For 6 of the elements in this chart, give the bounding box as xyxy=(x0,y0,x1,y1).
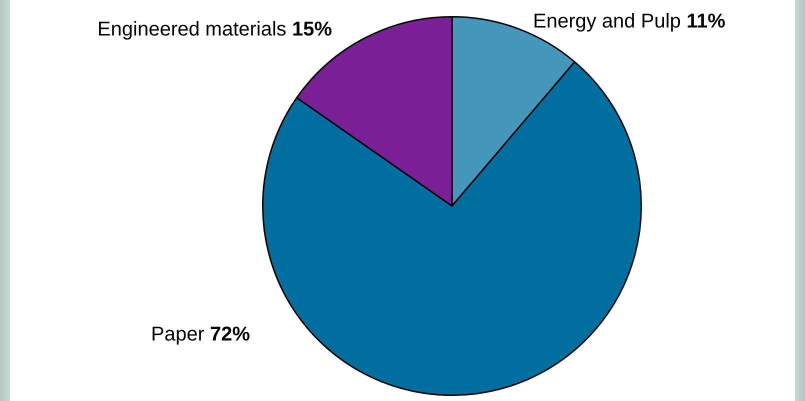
slice-label: Engineered materials xyxy=(97,18,292,41)
data-label: 72% xyxy=(210,324,250,346)
data-label: 15% xyxy=(292,18,332,41)
slice-label: Energy and Pulp xyxy=(533,10,686,33)
data-label: 11% xyxy=(686,10,726,33)
slice-label: Paper xyxy=(151,324,210,346)
